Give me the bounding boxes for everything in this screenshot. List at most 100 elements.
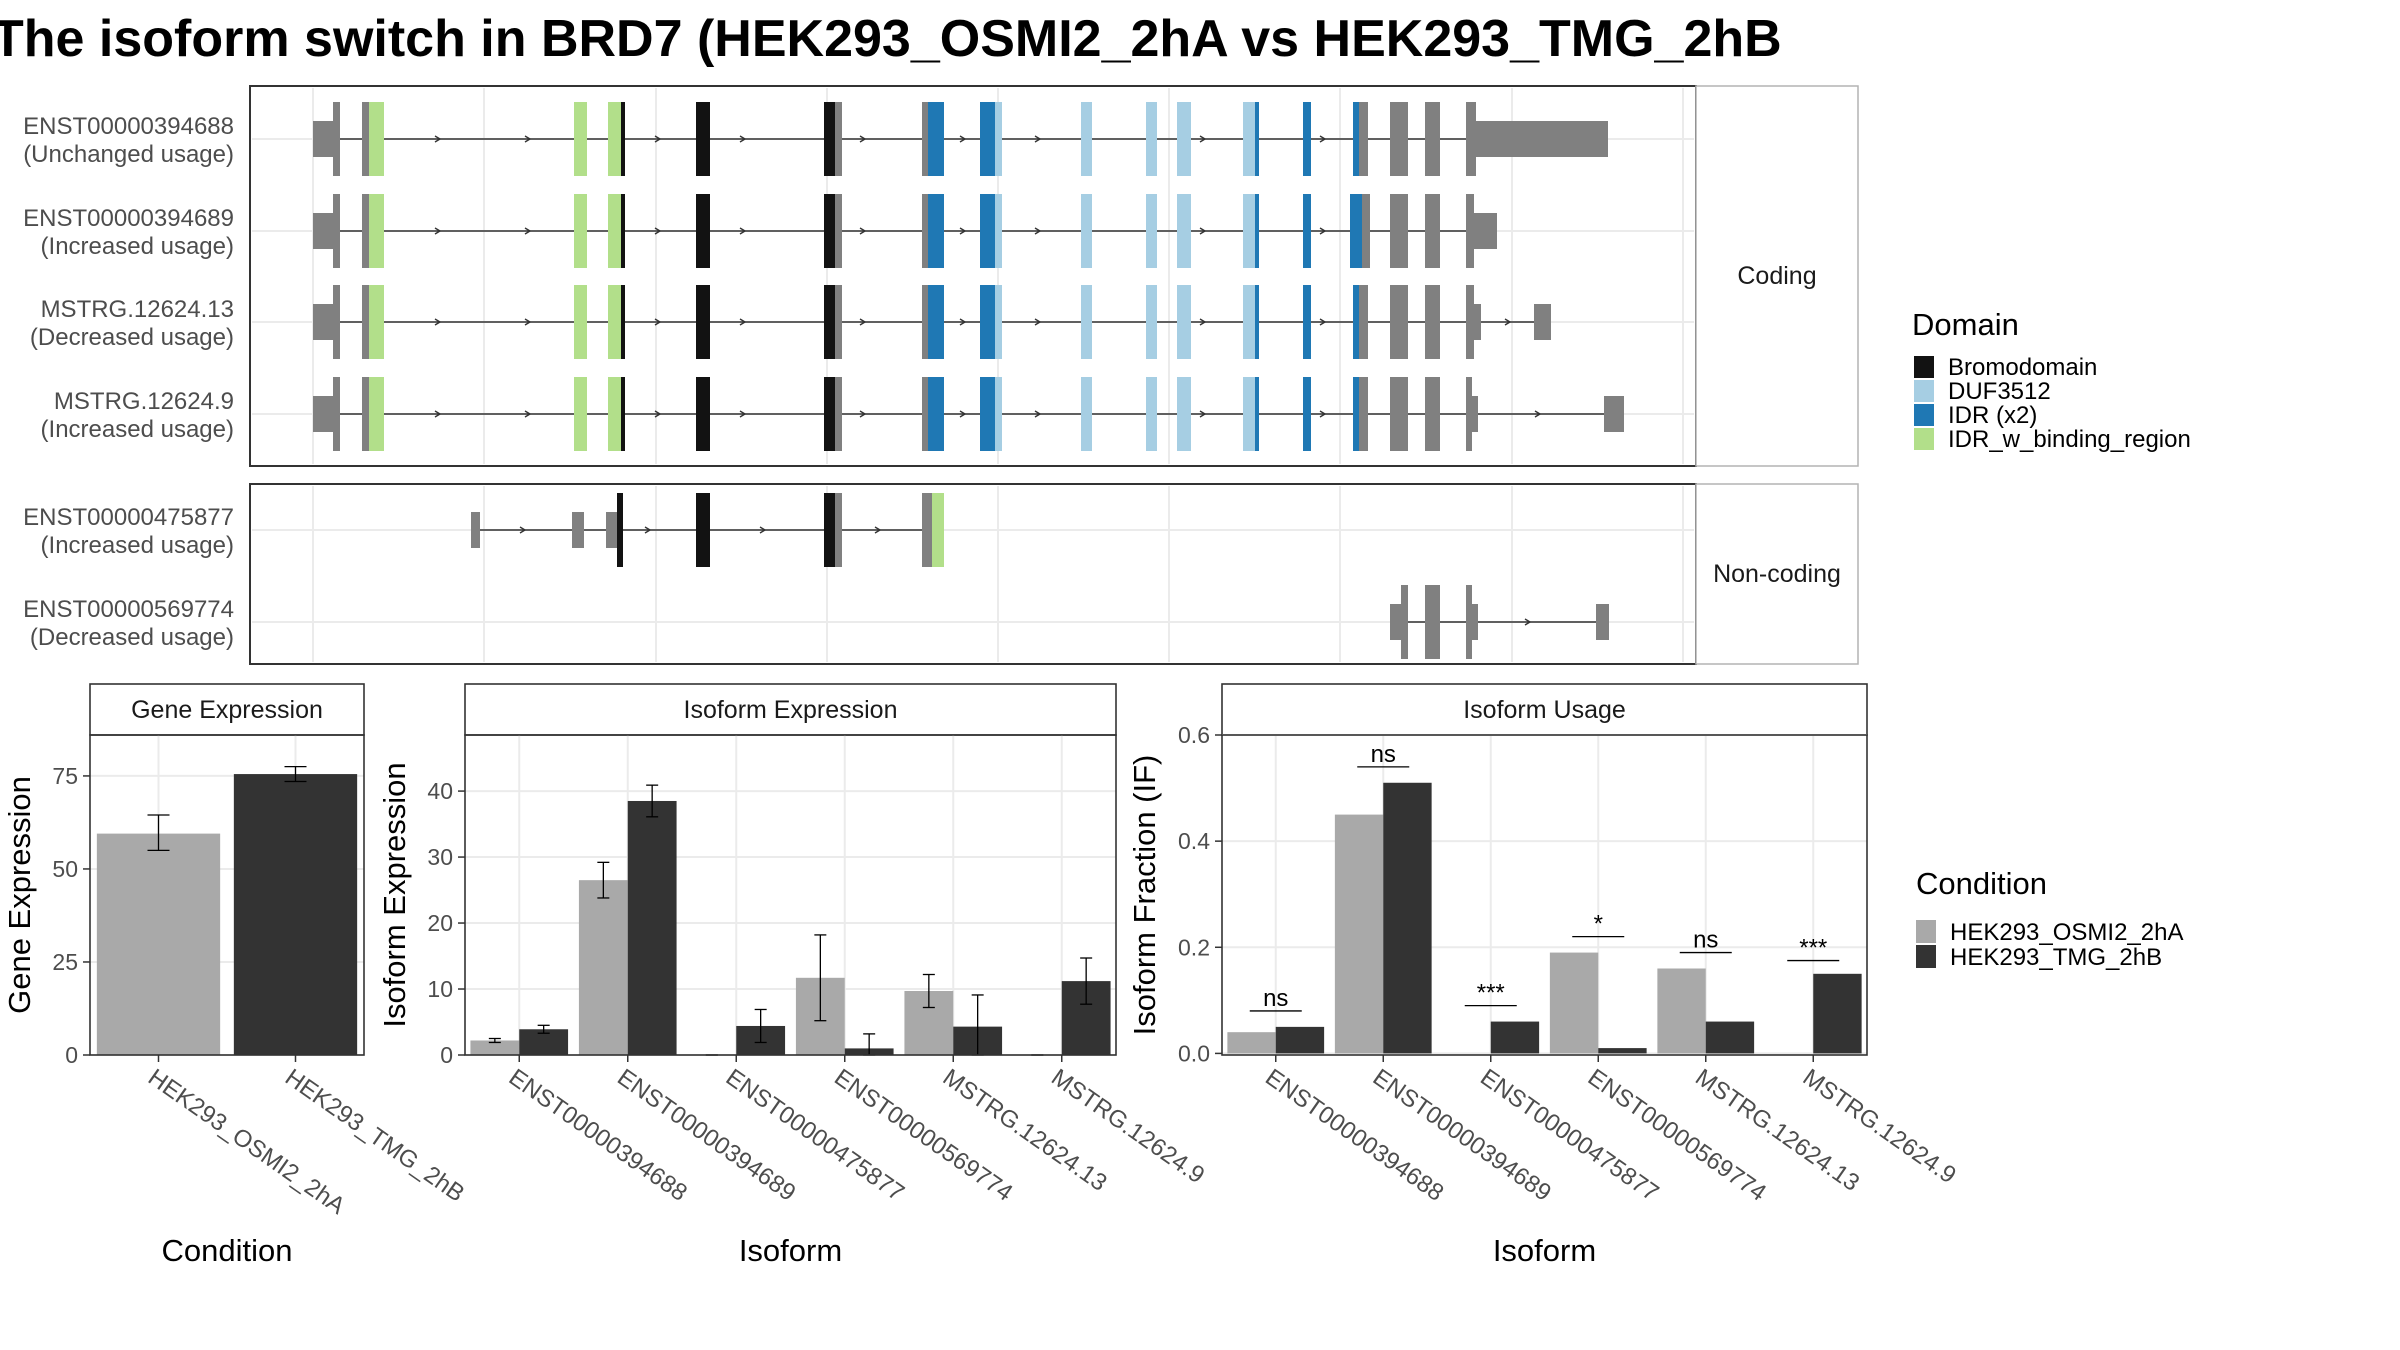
- bar: [1549, 952, 1599, 1054]
- cds-exon: [1466, 194, 1474, 268]
- y-tick-label: 0.6: [1178, 722, 1210, 748]
- utr-exon: [1596, 604, 1609, 640]
- strand-arrow: [739, 135, 747, 143]
- noncoding-panel: [249, 483, 1697, 665]
- cds-exon: [696, 493, 710, 567]
- strand-arrow: [524, 318, 532, 326]
- cds-exon: [1243, 377, 1255, 451]
- bar: [1490, 1021, 1540, 1054]
- y-tick-label: 0.0: [1178, 1040, 1210, 1066]
- cds-exon: [1243, 194, 1255, 268]
- cds-exon: [1353, 285, 1359, 359]
- transcript-track: [313, 285, 1551, 359]
- bar: [1383, 782, 1432, 1054]
- utr-exon: [1476, 121, 1608, 157]
- strand-arrow: [874, 526, 882, 534]
- strand-arrow: [524, 135, 532, 143]
- transcript-tracks: [313, 102, 1624, 659]
- utr-exon: [313, 396, 334, 432]
- strand-arrow: [1199, 135, 1207, 143]
- transcript-id-label: ENST00000569774: [23, 596, 234, 623]
- coding-strip-label: Coding: [1737, 262, 1816, 290]
- legend-swatch: [1914, 404, 1934, 426]
- cds-exon: [574, 377, 587, 451]
- strand-arrow: [1199, 227, 1207, 235]
- cds-exon: [1466, 102, 1476, 176]
- cds-exon: [369, 194, 384, 268]
- cds-exon: [333, 102, 340, 176]
- cds-exon: [1303, 377, 1311, 451]
- noncoding-strip-label: Non-coding: [1713, 560, 1841, 588]
- strand-arrow: [959, 135, 967, 143]
- strand-arrow: [1034, 227, 1042, 235]
- cds-exon: [1255, 377, 1259, 451]
- noncoding-strip: [1695, 483, 1859, 665]
- y-tick-label: 0.4: [1178, 828, 1210, 854]
- bar: [1657, 968, 1706, 1054]
- cds-exon: [1359, 102, 1368, 176]
- strand-arrow: [759, 526, 767, 534]
- x-tick-label: ENST00000394688: [1260, 1064, 1448, 1207]
- transcript-track: [471, 493, 944, 567]
- y-tick-label: 10: [427, 976, 453, 1002]
- cds-exon: [1177, 102, 1191, 176]
- strand-arrow: [959, 410, 967, 418]
- cds-exon: [928, 377, 944, 451]
- cds-exon: [932, 493, 944, 567]
- bar: [1275, 1026, 1325, 1054]
- condition-legend-title: Condition: [1916, 866, 2047, 901]
- utr-exon: [1472, 604, 1478, 640]
- x-tick-label: ENST00000394689: [1368, 1064, 1556, 1207]
- strand-arrow: [739, 410, 747, 418]
- y-tick-label: 20: [427, 910, 453, 936]
- strand-arrow: [654, 227, 662, 235]
- transcript-status-label: (Decreased usage): [30, 324, 234, 351]
- strand-arrow: [859, 318, 867, 326]
- cds-exon: [1350, 194, 1362, 268]
- cds-exon: [1353, 102, 1359, 176]
- legend-swatch: [1916, 920, 1936, 943]
- coding-strip: [1695, 85, 1859, 467]
- transcript-id-label: ENST00000475877: [23, 504, 234, 531]
- cds-exon: [1177, 194, 1191, 268]
- cds-exon: [835, 493, 842, 567]
- cds-exon: [617, 493, 623, 567]
- cds-exon: [1081, 377, 1092, 451]
- strand-arrow: [1199, 318, 1207, 326]
- strand-arrow: [434, 410, 442, 418]
- legend-label: HEK293_TMG_2hB: [1950, 944, 2162, 971]
- cds-exon: [369, 377, 384, 451]
- transcript-labels: ENST00000394688(Unchanged usage) ENST0000…: [23, 113, 234, 651]
- plot-border: [89, 734, 365, 1056]
- cds-exon: [1353, 377, 1359, 451]
- y-tick-label: 0: [440, 1042, 453, 1068]
- legend-label: IDR (x2): [1948, 402, 2037, 429]
- cds-exon: [621, 102, 625, 176]
- cds-exon: [995, 102, 1002, 176]
- utr-exon: [1474, 213, 1497, 249]
- utr-exon: [1474, 304, 1481, 340]
- utr-exon: [606, 512, 617, 548]
- cds-exon: [621, 194, 625, 268]
- cds-exon: [574, 102, 587, 176]
- cds-exon: [922, 194, 928, 268]
- bar: [96, 833, 221, 1055]
- cds-exon: [696, 377, 710, 451]
- cds-exon: [1390, 285, 1408, 359]
- transcript-id-label: MSTRG.12624.9: [54, 388, 234, 415]
- cds-exon: [1425, 194, 1440, 268]
- transcript-status-label: (Unchanged usage): [23, 141, 234, 168]
- cds-exon: [574, 285, 587, 359]
- cds-exon: [995, 194, 1002, 268]
- cds-exon: [1081, 102, 1092, 176]
- domain-legend-title: Domain: [1912, 307, 2019, 342]
- y-tick-label: 40: [427, 778, 453, 804]
- utr-exon: [1472, 396, 1478, 432]
- y-axis-title: Gene Expression: [2, 776, 37, 1014]
- y-axis-title: Isoform Fraction (IF): [1127, 755, 1162, 1036]
- cds-exon: [980, 285, 995, 359]
- facet-strip: [464, 683, 1117, 736]
- cds-exon: [1466, 585, 1472, 659]
